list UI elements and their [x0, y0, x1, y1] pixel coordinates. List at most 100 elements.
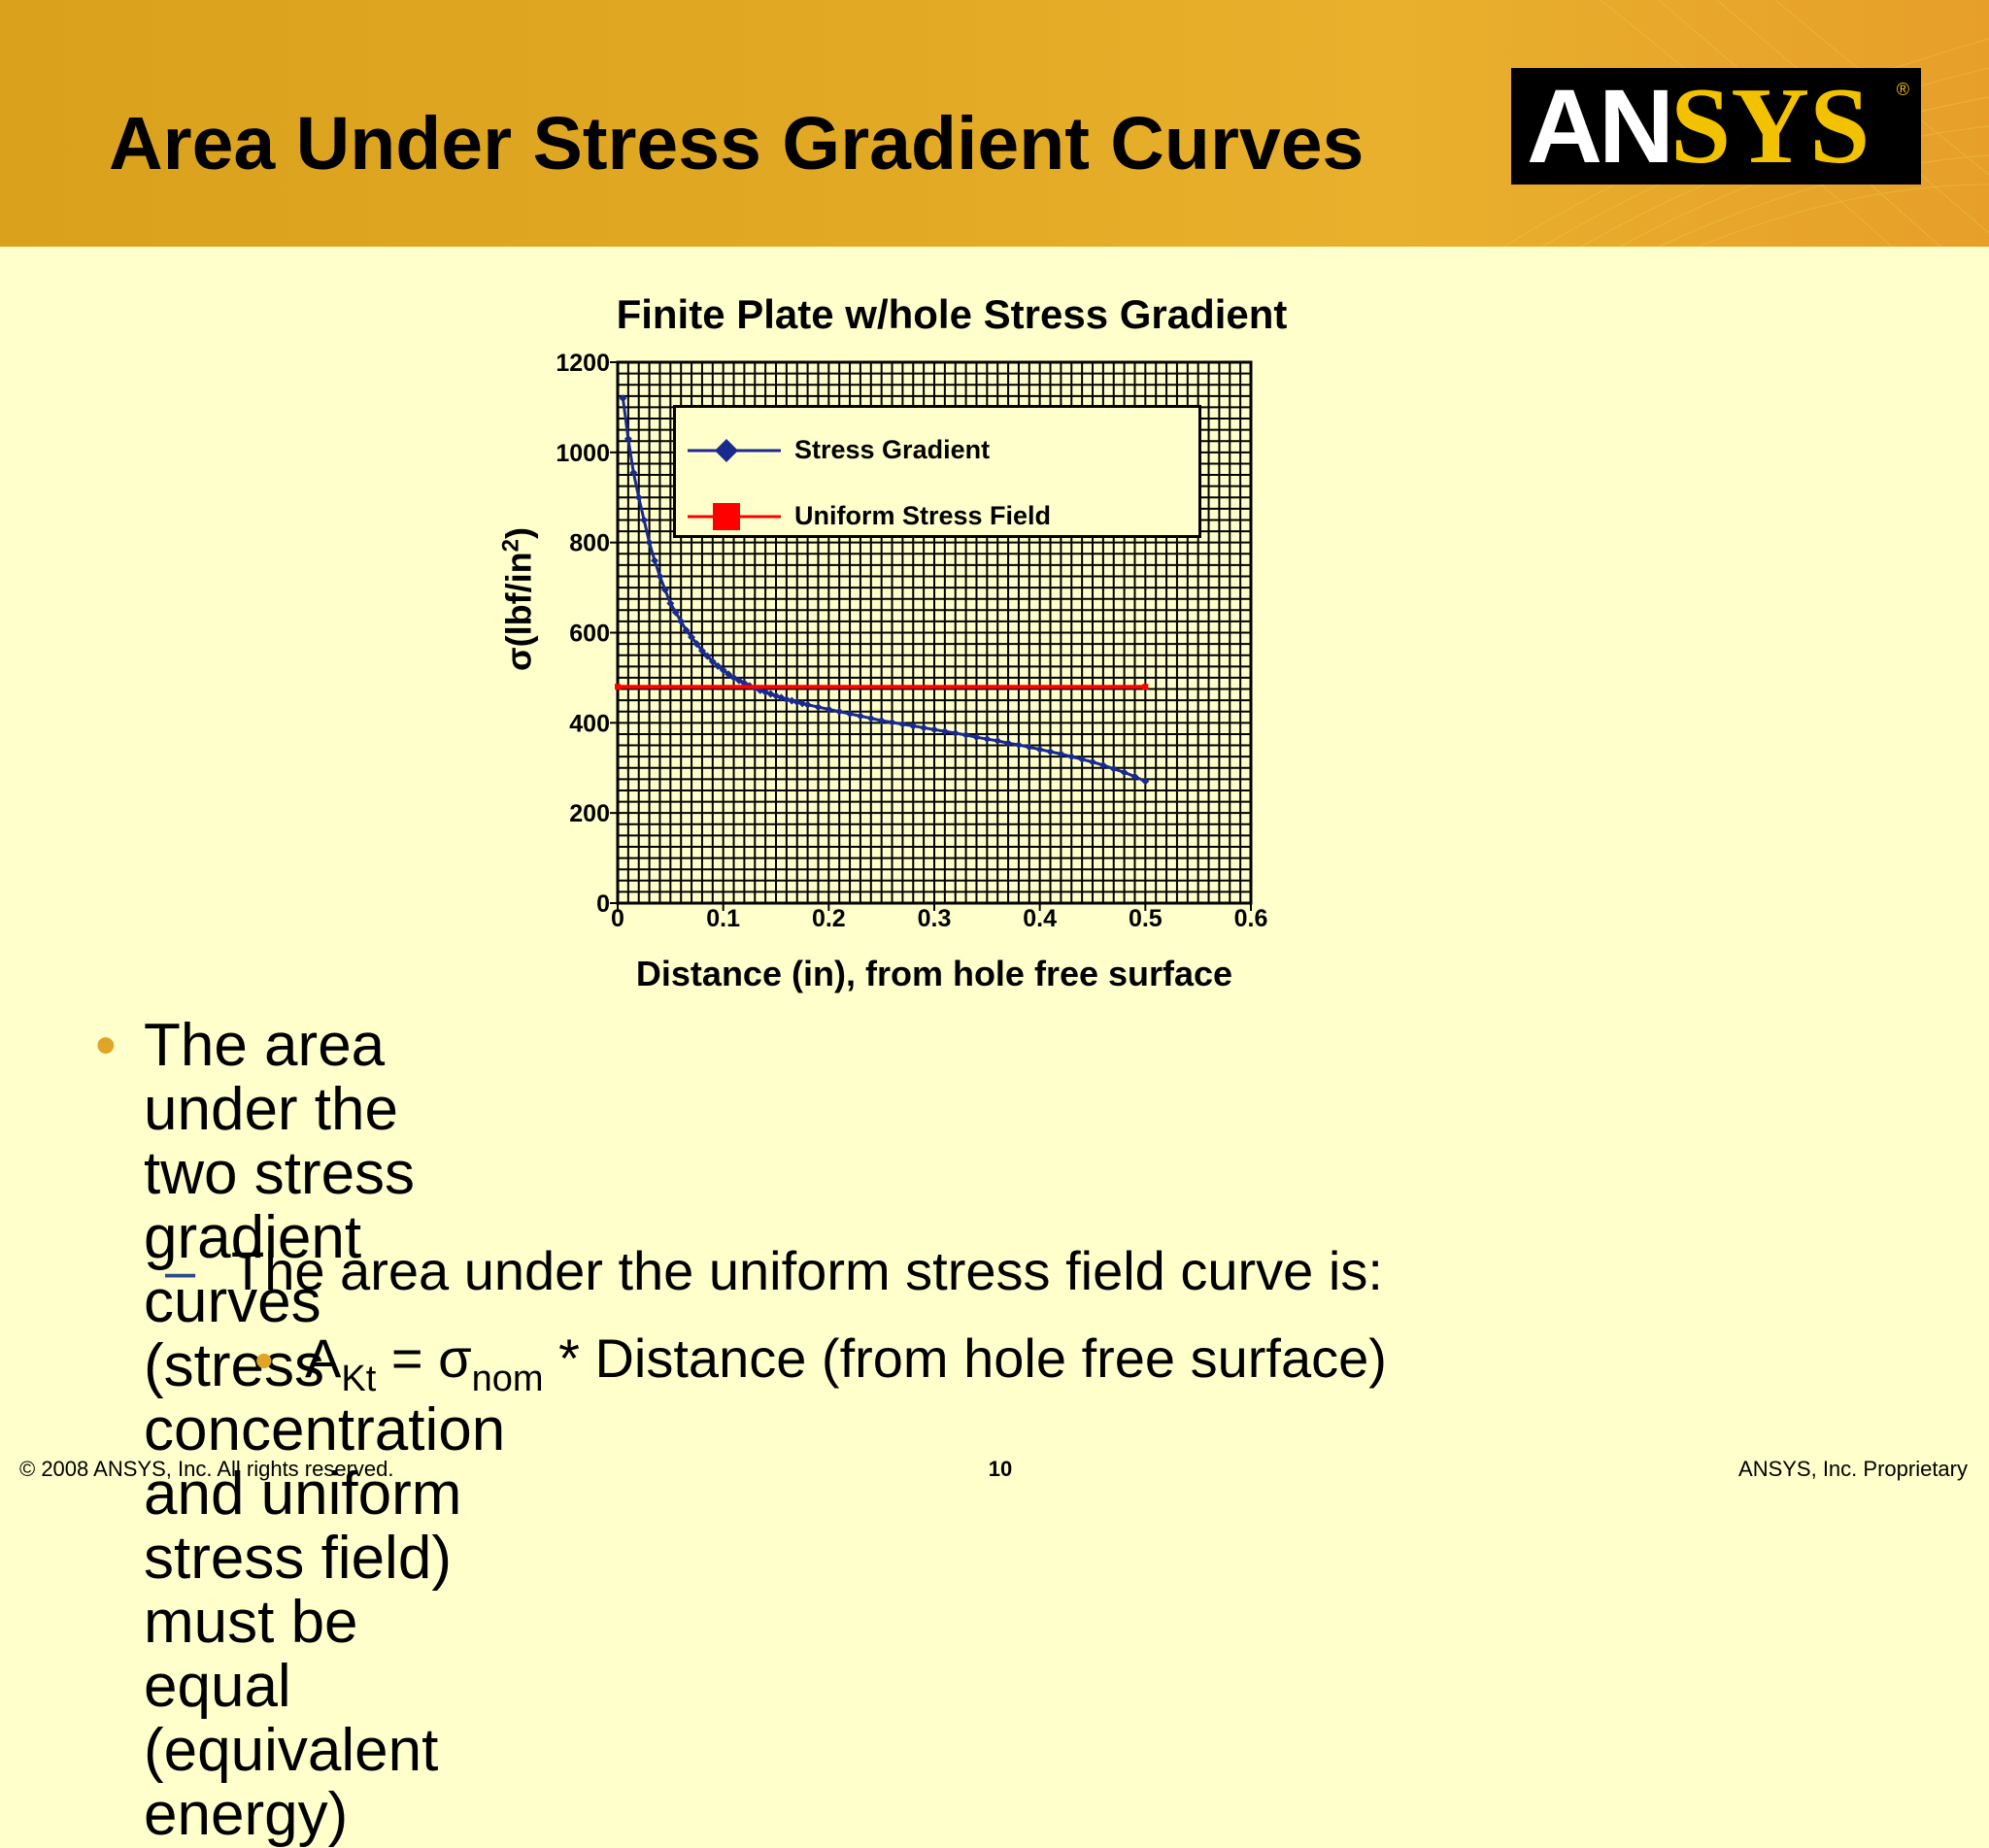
y-tick-label: 400	[569, 710, 610, 737]
sub-bullet-dash: –	[165, 1240, 196, 1301]
data-point-stress-gradient	[671, 608, 680, 617]
data-point-uniform-stress	[1142, 684, 1149, 690]
bullet-text: The area under the two stress gradient c…	[144, 1012, 506, 1848]
logo-text-main: AN	[1527, 67, 1674, 185]
y-axis-label: σ(lbf/in2)	[498, 527, 540, 671]
page-number: 10	[988, 1457, 1013, 1481]
data-point-stress-gradient	[972, 733, 981, 742]
registered-mark: ®	[1896, 80, 1909, 99]
data-point-stress-gradient	[651, 556, 659, 565]
x-tick-label: 0.2	[812, 905, 846, 932]
data-point-stress-gradient	[798, 699, 807, 708]
chart-ticks: 0 200 400 600 800 1000 1200 0 0.1 0.2 0.3 0.4 0.5 0.6	[556, 350, 1267, 932]
formula-sigma-subscript: nom	[471, 1359, 544, 1399]
data-point-stress-gradient	[682, 626, 691, 635]
data-point-stress-gradient	[697, 647, 706, 655]
data-point-stress-gradient	[692, 640, 701, 649]
y-tick-label: 1200	[556, 350, 610, 377]
formula-eq: = σ	[376, 1327, 472, 1389]
data-point-stress-gradient	[1109, 764, 1118, 773]
data-point-stress-gradient	[994, 736, 1002, 745]
data-point-stress-gradient	[703, 652, 712, 660]
page-title: Area Under Stress Gradient Curves	[109, 102, 1365, 185]
data-point-stress-gradient	[792, 697, 801, 706]
data-point-stress-gradient	[734, 676, 743, 685]
data-point-stress-gradient	[909, 722, 918, 730]
data-point-stress-gradient	[1078, 755, 1087, 763]
data-point-stress-gradient	[666, 599, 675, 608]
data-point-stress-gradient	[835, 707, 844, 716]
data-point-stress-gradient	[1035, 745, 1044, 754]
legend-item-uniform-stress: Uniform Stress Field	[676, 497, 1198, 536]
data-point-stress-gradient	[1089, 757, 1096, 766]
footer-proprietary: ANSYS, Inc. Proprietary	[1738, 1457, 1968, 1481]
data-point-stress-gradient	[1098, 760, 1107, 769]
y-axis-label-end: )	[498, 527, 539, 540]
slide-header: Area Under Stress Gradient Curves ANSYS …	[0, 0, 1989, 247]
data-point-stress-gradient	[814, 703, 823, 712]
y-axis-label-sup: 2	[497, 539, 524, 553]
y-tick-label: 0	[596, 890, 610, 918]
x-axis-label: Distance (in), from hole free surface	[635, 954, 1233, 993]
chart-grid	[616, 360, 1253, 905]
data-point-stress-gradient	[624, 434, 632, 443]
data-point-stress-gradient	[803, 700, 812, 709]
data-point-stress-gradient	[640, 516, 649, 524]
chart-title: Finite Plate w/hole Stress Gradient	[616, 291, 1288, 337]
stress-gradient-chart: 0 200 400 600 800 1000 1200 0 0.1 0.2 0.3 0.4 0.5 0.6	[556, 350, 1267, 932]
data-point-stress-gradient	[940, 727, 949, 736]
x-tick-label: 0.4	[1023, 905, 1057, 932]
data-point-stress-gradient	[656, 572, 664, 581]
y-tick-label: 800	[569, 530, 610, 557]
data-point-stress-gradient	[951, 729, 960, 738]
data-point-stress-gradient	[725, 670, 733, 679]
data-point-stress-gradient	[1025, 743, 1033, 752]
y-tick-label: 200	[569, 800, 610, 827]
x-tick-label: 0	[611, 905, 624, 932]
data-point-stress-gradient	[888, 718, 896, 726]
data-point-stress-gradient	[898, 720, 907, 728]
data-point-stress-gradient	[719, 666, 727, 675]
legend-item-stress-gradient: Stress Gradient	[676, 431, 1198, 470]
data-point-stress-gradient	[856, 712, 864, 721]
chart-legend: Stress Gradient Uniform Stress Field	[673, 405, 1201, 538]
data-point-stress-gradient	[619, 394, 627, 403]
data-point-stress-gradient	[1057, 750, 1065, 758]
data-point-stress-gradient	[788, 696, 796, 705]
data-point-stress-gradient	[629, 468, 638, 477]
data-point-stress-gradient	[1014, 741, 1023, 750]
data-point-stress-gradient	[708, 657, 717, 666]
formula-a: A	[305, 1327, 342, 1389]
legend-label-stress-gradient: Stress Gradient	[794, 435, 991, 464]
formula-rest: * Distance (from hole free surface)	[543, 1327, 1387, 1389]
data-point-stress-gradient	[877, 717, 886, 725]
bullet-dot: •	[95, 1012, 117, 1079]
data-point-stress-gradient	[634, 493, 643, 502]
x-tick-label: 0.6	[1234, 905, 1268, 932]
data-point-stress-gradient	[930, 725, 938, 734]
x-tick-label: 0.5	[1129, 905, 1163, 932]
y-tick-label: 600	[569, 621, 610, 648]
data-point-stress-gradient	[782, 695, 791, 704]
sub-sub-bullet-dot: •	[254, 1329, 274, 1391]
data-point-stress-gradient	[846, 710, 855, 719]
data-point-stress-gradient	[825, 705, 833, 714]
x-tick-label: 0.1	[706, 905, 740, 932]
data-point-stress-gradient	[983, 735, 992, 744]
data-point-stress-gradient	[677, 617, 686, 625]
sub-bullet-text: The area under the uniform stress field …	[231, 1240, 1383, 1301]
data-point-stress-gradient	[660, 586, 669, 594]
data-point-stress-gradient	[1120, 768, 1129, 777]
ansys-logo: ANSYS ®	[1511, 68, 1921, 185]
data-point-stress-gradient	[1130, 772, 1139, 781]
data-point-stress-gradient	[1067, 753, 1076, 761]
y-tick-label: 1000	[556, 440, 610, 467]
data-point-stress-gradient	[1141, 777, 1150, 786]
data-point-stress-gradient	[1046, 748, 1055, 756]
legend-swatch-uniform-stress	[688, 503, 781, 530]
legend-swatch-stress-gradient	[688, 439, 781, 462]
data-point-stress-gradient	[729, 673, 738, 682]
data-point-stress-gradient	[866, 714, 875, 722]
y-axis-label-main: σ(lbf/in	[498, 552, 539, 671]
data-point-stress-gradient	[961, 730, 970, 739]
